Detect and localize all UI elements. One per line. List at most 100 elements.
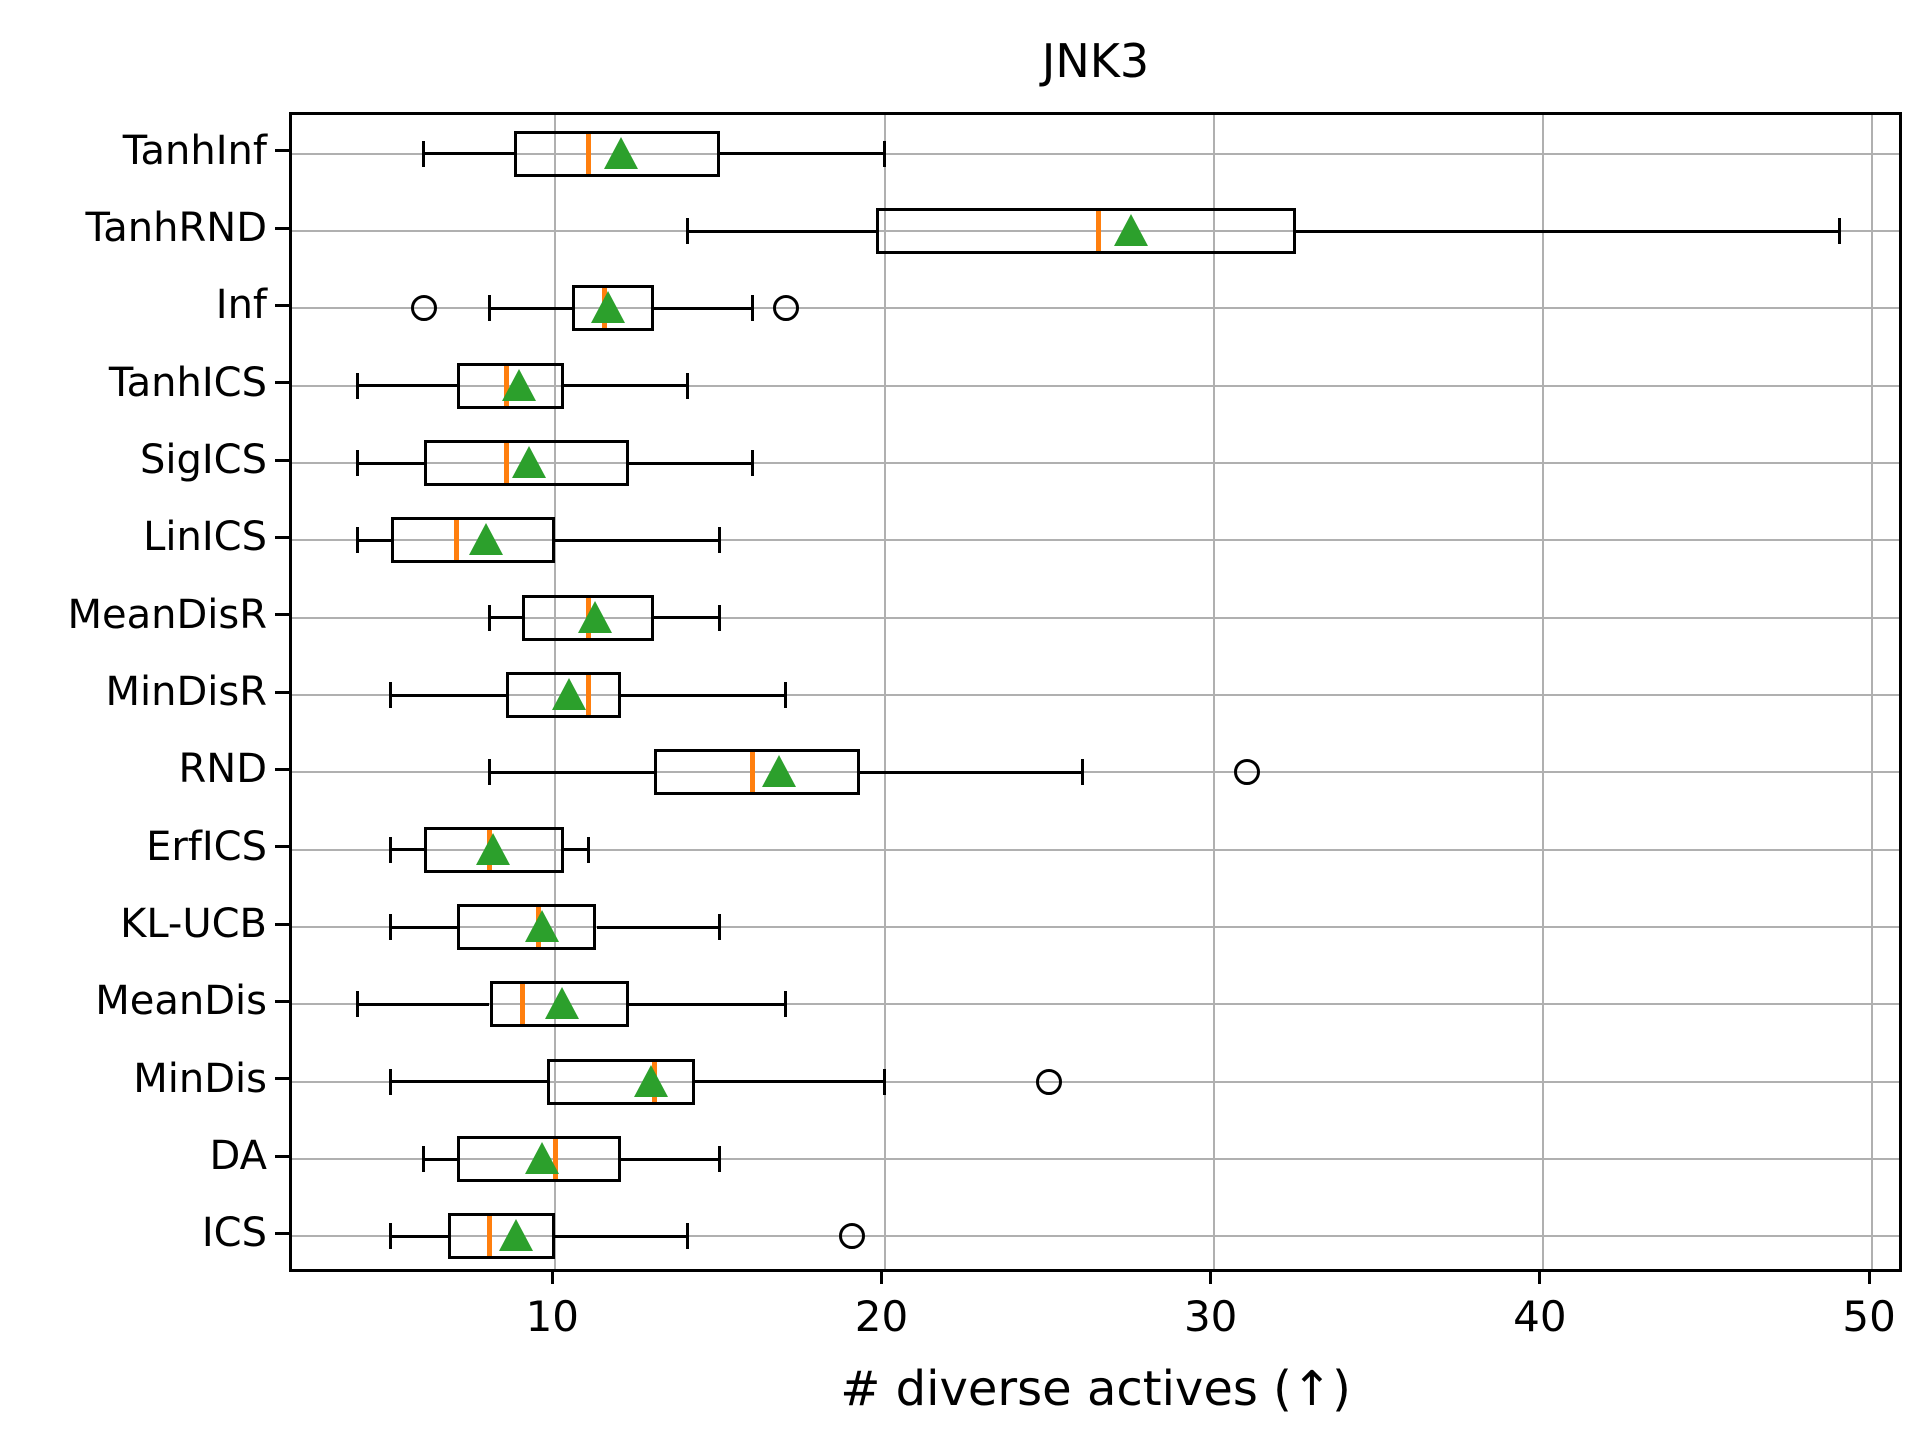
mean-marker-SigICS [512,446,546,478]
outlier-point-Inf-1 [772,295,799,322]
box-SigICS [423,440,630,486]
gridline-horizontal-DA [292,1158,1899,1160]
whisker-low-Inf [489,306,572,310]
whisker-high-TanhRND [1296,229,1840,233]
mean-marker-MeanDis [544,987,579,1020]
whisker-cap-low-MeanDis [356,991,360,1018]
median-line-LinICS [454,520,460,561]
category-label-ErfICS: ErfICS [146,823,267,870]
whisker-cap-low-SigICS [356,450,360,476]
whisker-high-MeanDis [629,1002,786,1006]
mean-marker-RND [762,755,797,788]
whisker-cap-high-ErfICS [586,836,590,863]
mean-marker-MeanDisR [577,600,612,633]
whisker-high-MinDisR [621,693,786,697]
gridline-vertical-30 [1212,115,1215,1269]
mean-marker-TanhICS [502,368,537,401]
mean-marker-LinICS [469,523,504,556]
box-MeanDisR [522,594,655,641]
whisker-cap-low-TanhInf [422,140,426,167]
category-label-ICS: ICS [201,1210,267,1257]
whisker-low-SigICS [357,461,424,465]
gridline-horizontal-MinDis [292,1080,1899,1083]
median-line-RND [750,752,756,793]
whisker-cap-low-TanhRND [685,218,689,244]
box-RND [654,749,860,796]
whisker-cap-high-MinDisR [784,682,788,708]
whisker-high-Inf [654,306,753,310]
y-tick-DA [275,1154,289,1158]
median-line-TanhRND [1096,211,1101,251]
whisker-low-LinICS [357,538,391,542]
x-tick-label-50: 50 [1842,1292,1896,1341]
whisker-cap-high-MeanDisR [718,604,722,631]
gridline-horizontal-ErfICS [292,848,1899,851]
gridline-horizontal-MinDisR [292,694,1899,696]
whisker-low-DA [423,1157,457,1161]
gridline-vertical-50 [1871,115,1874,1269]
whisker-cap-low-ErfICS [389,836,393,863]
gridline-vertical-20 [883,115,886,1269]
whisker-cap-high-DA [718,1146,722,1172]
whisker-low-TanhICS [357,384,457,388]
whisker-cap-high-TanhInf [883,140,886,167]
median-line-ICS [487,1216,492,1257]
mean-marker-KL-UCB [525,910,560,942]
gridline-horizontal-TanhRND [292,230,1899,232]
gridline-horizontal-ICS [292,1235,1899,1238]
category-label-DA: DA [209,1133,267,1179]
gridline-horizontal-TanhICS [292,384,1899,387]
whisker-high-ICS [555,1234,687,1238]
box-MinDisR [506,672,622,718]
whisker-cap-low-TanhICS [356,372,360,399]
category-label-Inf: Inf [215,282,267,329]
x-tick-50 [1867,1270,1871,1284]
outlier-point-ICS-0 [838,1223,865,1250]
y-tick-LinICS [275,535,289,539]
whisker-low-MeanDisR [489,616,523,620]
whisker-high-LinICS [555,538,720,542]
gridline-horizontal-MeanDisR [292,616,1899,619]
mean-marker-ICS [498,1219,533,1252]
gridline-horizontal-RND [292,771,1899,774]
x-tick-20 [880,1270,883,1284]
whisker-high-MinDis [695,1080,885,1084]
mean-marker-ErfICS [475,832,510,865]
box-MeanDis [489,981,630,1028]
gridline-horizontal-MeanDis [292,1003,1899,1006]
y-tick-TanhInf [275,149,289,153]
mean-marker-MinDisR [551,678,586,710]
y-tick-TanhRND [275,226,289,230]
y-tick-MeanDisR [275,613,289,617]
category-label-MeanDis: MeanDis [95,978,267,1025]
outlier-point-Inf-0 [410,295,437,322]
whisker-low-MinDis [390,1080,548,1084]
category-label-KL-UCB: KL-UCB [120,901,267,947]
whisker-high-RND [859,770,1082,774]
x-tick-label-40: 40 [1513,1292,1567,1341]
whisker-cap-high-TanhICS [685,372,689,399]
median-line-MeanDis [519,984,525,1025]
whisker-low-TanhRND [687,229,877,233]
mean-marker-MinDis [633,1064,668,1097]
whisker-cap-low-Inf [488,295,491,322]
plot-area [289,112,1902,1272]
box-KL-UCB [456,904,597,950]
whisker-cap-low-ICS [389,1223,393,1250]
whisker-cap-low-KL-UCB [389,914,393,940]
whisker-cap-high-ICS [685,1223,689,1250]
y-tick-ICS [275,1231,289,1235]
whisker-low-KL-UCB [390,925,457,929]
gridline-horizontal-SigICS [292,462,1899,464]
whisker-cap-high-MeanDis [784,991,788,1018]
x-tick-10 [550,1270,554,1284]
whisker-cap-high-SigICS [751,450,755,476]
whisker-cap-high-LinICS [718,527,722,554]
category-label-SigICS: SigICS [139,437,267,483]
whisker-high-TanhICS [563,384,687,388]
whisker-cap-low-DA [422,1146,426,1172]
x-tick-label-30: 30 [1183,1292,1238,1341]
whisker-low-ICS [390,1234,449,1238]
y-tick-RND [275,767,289,771]
